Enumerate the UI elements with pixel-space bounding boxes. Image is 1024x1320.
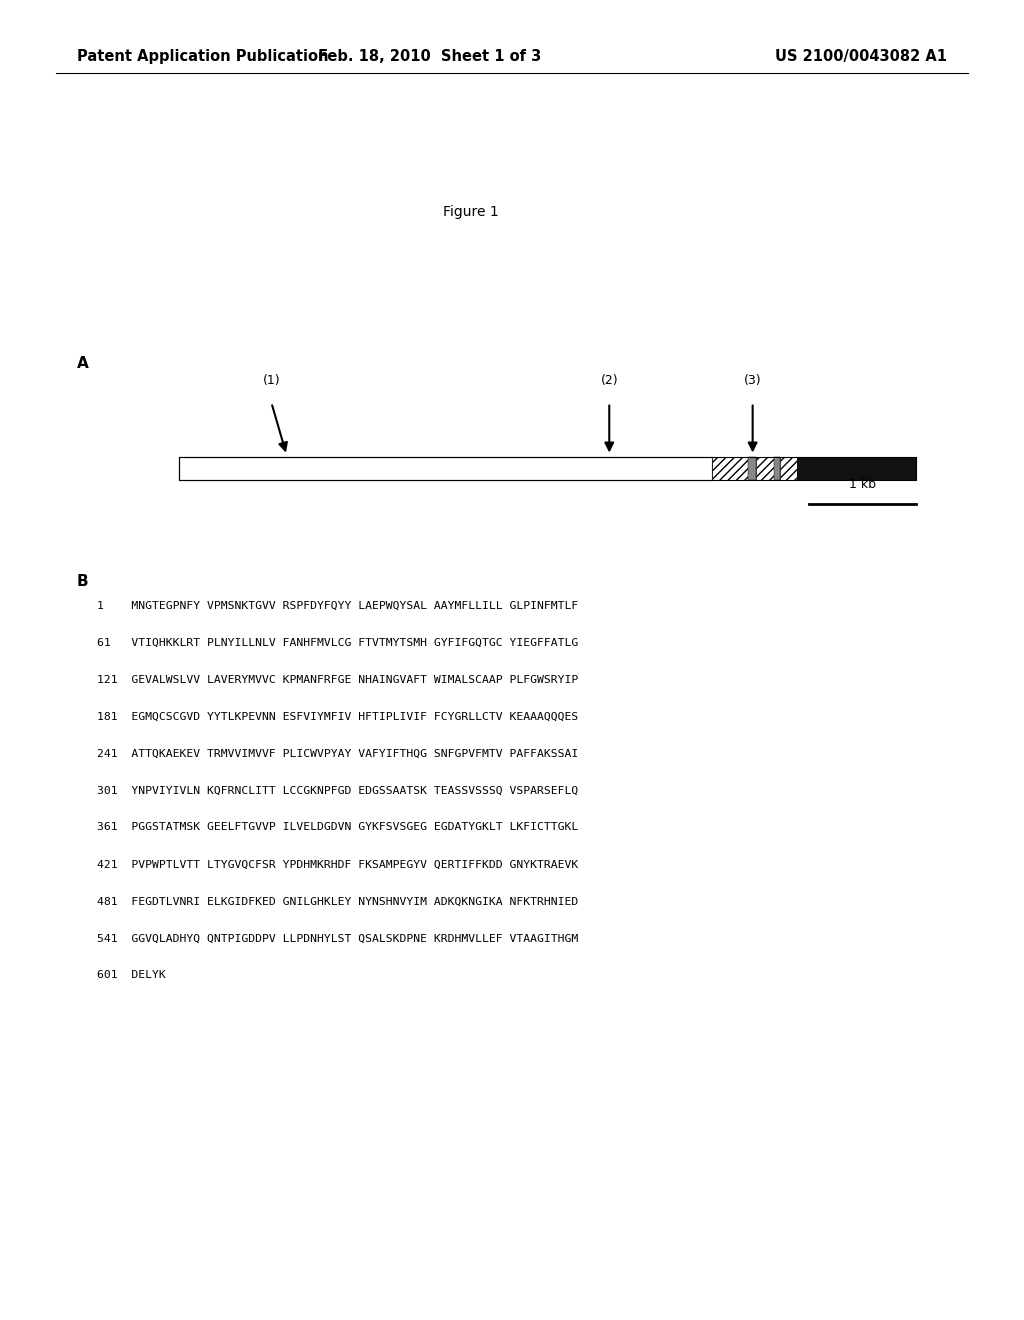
Text: 241  ATTQKAEKEV TRMVVIMVVF PLICWVPYAY VAFYIFTHQG SNFGPVFMTV PAFFAKSSAI: 241 ATTQKAEKEV TRMVVIMVVF PLICWVPYAY VAF… bbox=[97, 748, 579, 759]
Text: B: B bbox=[77, 574, 88, 589]
Bar bbox=[756, 457, 774, 480]
Text: (1): (1) bbox=[262, 374, 281, 387]
Bar bbox=[712, 457, 748, 480]
Text: 601  DELYK: 601 DELYK bbox=[97, 970, 166, 981]
Text: 361  PGGSTATMSK GEELFTGVVP ILVELDGDVN GYKFSVSGEG EGDATYGKLT LKFICTTGKL: 361 PGGSTATMSK GEELFTGVVP ILVELDGDVN GYK… bbox=[97, 822, 579, 833]
Text: Feb. 18, 2010  Sheet 1 of 3: Feb. 18, 2010 Sheet 1 of 3 bbox=[318, 49, 542, 63]
Text: US 2100/0043082 A1: US 2100/0043082 A1 bbox=[775, 49, 947, 63]
Text: (3): (3) bbox=[743, 374, 762, 387]
Bar bbox=[748, 457, 756, 480]
Text: 1 kb: 1 kb bbox=[849, 478, 877, 491]
Text: A: A bbox=[77, 356, 88, 371]
Bar bbox=[179, 457, 712, 480]
Text: 121  GEVALWSLVV LAVERYMVVC KPMANFRFGE NHAINGVAFT WIMALSCAAP PLFGWSRYIP: 121 GEVALWSLVV LAVERYMVVC KPMANFRFGE NHA… bbox=[97, 675, 579, 685]
Text: Figure 1: Figure 1 bbox=[443, 205, 499, 219]
Bar bbox=[797, 457, 916, 480]
Bar bbox=[179, 457, 916, 480]
Bar bbox=[774, 457, 780, 480]
Bar bbox=[780, 457, 797, 480]
Text: 481  FEGDTLVNRI ELKGIDFKED GNILGHKLEY NYNSHNVYIM ADKQKNGIKA NFKTRHNIED: 481 FEGDTLVNRI ELKGIDFKED GNILGHKLEY NYN… bbox=[97, 896, 579, 907]
Text: 421  PVPWPTLVTT LTYGVQCFSR YPDHMKRHDF FKSAMPEGYV QERTIFFKDD GNYKTRAEVK: 421 PVPWPTLVTT LTYGVQCFSR YPDHMKRHDF FKS… bbox=[97, 859, 579, 870]
Text: 1    MNGTEGPNFY VPMSNKTGVV RSPFDYFQYY LAEPWQYSAL AAYMFLLILL GLPINFMTLF: 1 MNGTEGPNFY VPMSNKTGVV RSPFDYFQYY LAEPW… bbox=[97, 601, 579, 611]
Text: Patent Application Publication: Patent Application Publication bbox=[77, 49, 329, 63]
Text: 301  YNPVIYIVLN KQFRNCLITT LCCGKNPFGD EDGSSAATSK TEASSVSSSQ VSPARSEFLQ: 301 YNPVIYIVLN KQFRNCLITT LCCGKNPFGD EDG… bbox=[97, 785, 579, 796]
Text: (2): (2) bbox=[600, 374, 618, 387]
Text: 181  EGMQCSCGVD YYTLKPEVNN ESFVIYMFIV HFTIPLIVIF FCYGRLLCTV KEAAAQQQES: 181 EGMQCSCGVD YYTLKPEVNN ESFVIYMFIV HFT… bbox=[97, 711, 579, 722]
Text: 541  GGVQLADHYQ QNTPIGDDPV LLPDNHYLST QSALSKDPNE KRDHMVLLEF VTAAGITHGM: 541 GGVQLADHYQ QNTPIGDDPV LLPDNHYLST QSA… bbox=[97, 933, 579, 944]
Text: 61   VTIQHKKLRT PLNYILLNLV FANHFMVLCG FTVTMYTSMH GYFIFGQTGC YIEGFFATLG: 61 VTIQHKKLRT PLNYILLNLV FANHFMVLCG FTVT… bbox=[97, 638, 579, 648]
